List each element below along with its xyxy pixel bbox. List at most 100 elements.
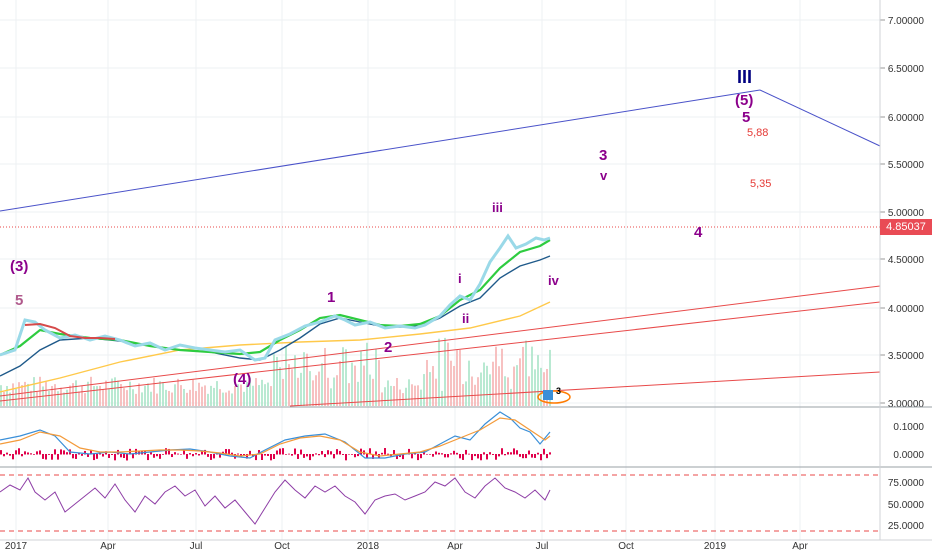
macd-hist-bar [30, 453, 32, 455]
macd-hist-bar [342, 454, 344, 455]
volume-bar [156, 393, 158, 406]
volume-bar [318, 371, 320, 406]
volume-bar [303, 352, 305, 406]
volume-bar [102, 389, 104, 406]
volume-bar [405, 387, 407, 406]
macd-hist-bar [408, 448, 410, 455]
volume-bar [222, 392, 224, 406]
macd-hist-bar [231, 452, 233, 455]
volume-bar [369, 374, 371, 406]
volume-bar [543, 372, 545, 406]
volume-bar [288, 364, 290, 406]
sma-orange-line [0, 301, 551, 393]
macd-hist-bar [369, 448, 371, 455]
volume-bar [231, 393, 233, 406]
volume-bar [468, 360, 470, 406]
volume-bar [354, 365, 356, 406]
macd-hist-bar [297, 454, 299, 459]
macd-hist-bar [57, 454, 59, 460]
wave-label-5-paren: (5) [735, 92, 753, 109]
volume-bar [411, 384, 413, 406]
marker-icon [543, 390, 553, 400]
volume-bar [507, 377, 509, 406]
red-trend-line-lower [289, 371, 881, 407]
macd-hist-bar [501, 448, 503, 455]
volume-bar [471, 376, 473, 406]
wave-label-5-light: 5 [15, 292, 23, 309]
macd-hist-bar [168, 448, 170, 455]
volume-bar [285, 345, 287, 406]
trend-lines [0, 89, 881, 407]
volume-bar [465, 381, 467, 406]
macd-hist-bar [477, 454, 479, 459]
volume-bar [306, 353, 308, 406]
macd-hist-bar [309, 454, 311, 461]
macd-hist-bar [249, 450, 251, 455]
macd-hist-bar [546, 454, 548, 459]
macd-hist-bar [381, 452, 383, 455]
macd-hist-bar [246, 454, 248, 459]
macd-hist-bar [414, 453, 416, 455]
volume-bar [105, 380, 107, 406]
macd-hist-bar [243, 454, 245, 456]
volume-bar [309, 371, 311, 406]
macd-hist-bar [132, 454, 134, 459]
volume-bar [282, 378, 284, 406]
volume-bar [312, 380, 314, 406]
volume-bar [72, 383, 74, 406]
volume-bar [276, 356, 278, 406]
macd-hist-bar [165, 448, 167, 455]
macd-hist-bar [327, 450, 329, 455]
macd-hist-bar [162, 454, 164, 455]
price-tick-label: 7.00000 [888, 16, 925, 27]
volume-bar [342, 347, 344, 406]
marker-3[interactable]: 3 [537, 386, 571, 404]
price-ma-red [24, 322, 116, 340]
macd-hist-bar [432, 454, 434, 457]
macd-hist-bar [54, 449, 56, 455]
volume-bar [78, 391, 80, 406]
volume-bar [432, 366, 434, 406]
volume-bar [198, 382, 200, 406]
volume-bar [384, 387, 386, 406]
volume-bar [81, 385, 83, 406]
volume-bar [204, 385, 206, 406]
volume-bar [519, 358, 521, 406]
wave-label-3: 3 [599, 147, 607, 164]
macd-hist-bar [492, 454, 494, 455]
volume-bar [477, 377, 479, 406]
macd-hist-bar [45, 454, 47, 460]
volume-bar [339, 361, 341, 406]
macd-hist-bar [441, 453, 443, 455]
wave-label-ii: ii [462, 311, 469, 326]
macd-hist-bar [66, 452, 68, 455]
macd-hist-bar [366, 454, 368, 459]
macd-hist-bar [123, 454, 125, 459]
macd-hist-bar [375, 451, 377, 455]
volume-bar [150, 391, 152, 406]
macd-hist-bar [87, 454, 89, 457]
volume-bar [336, 375, 338, 406]
volume-bar [6, 386, 8, 406]
macd-hist-bar [42, 454, 44, 459]
price-tick-label: 6.00000 [888, 113, 925, 124]
volume-bar [345, 349, 347, 406]
macd-hist-bar [384, 448, 386, 455]
wave-labels: (3) 5 1 (4) 2 i ii iii iv 3 v 4 III (5) … [10, 67, 771, 388]
macd-hist-bar [288, 453, 290, 455]
macd-hist-bar [261, 454, 263, 460]
macd-line-blue [0, 411, 551, 459]
volume-bar [453, 365, 455, 406]
macd-hist-bar [411, 454, 413, 459]
volume-bar [63, 392, 65, 406]
volume-bar [513, 366, 515, 406]
volume-bar [462, 384, 464, 406]
macd-hist-bar [303, 454, 305, 458]
macd-hist-bar [537, 452, 539, 455]
macd-hist-bar [498, 454, 500, 457]
volume-bar [381, 392, 383, 406]
volume-bar [378, 360, 380, 406]
macd-panel [0, 411, 551, 461]
volume-bar [489, 374, 491, 406]
